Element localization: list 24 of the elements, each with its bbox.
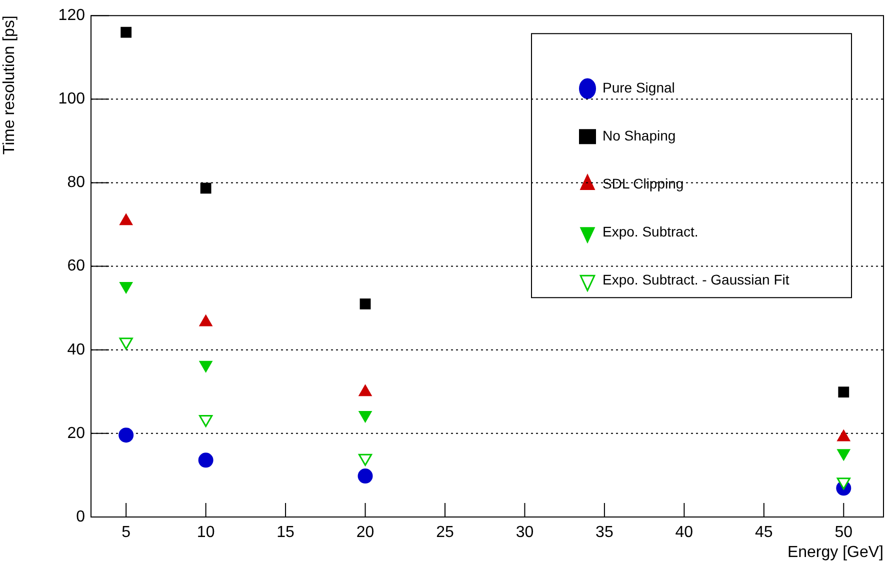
legend-label: No Shaping — [602, 127, 676, 144]
x-tick-label: 45 — [755, 524, 773, 542]
x-tick-label: 15 — [276, 524, 295, 542]
x-tick-label: 35 — [596, 524, 614, 542]
x-tick-label: 50 — [834, 524, 853, 542]
y-tick-label: 60 — [67, 258, 86, 275]
legend-label: Expo. Subtract. - Gaussian Fit — [602, 271, 790, 288]
x-tick-label: 20 — [356, 524, 374, 542]
x-tick-label: 30 — [516, 524, 534, 542]
y-tick-label: 40 — [67, 341, 86, 358]
legend-label: SDL Clipping — [602, 175, 684, 192]
x-axis-title: Energy [GeV] — [787, 544, 884, 561]
legend-label: Pure Signal — [602, 79, 675, 96]
y-tick-label: 20 — [67, 424, 86, 442]
y-tick-label: 120 — [58, 7, 86, 24]
x-tick-label: 25 — [436, 524, 454, 542]
y-tick-label: 100 — [58, 90, 86, 108]
x-tick-label: 5 — [122, 524, 131, 542]
y-tick-label: 80 — [67, 174, 86, 192]
legend-label: Expo. Subtract. — [602, 223, 698, 240]
y-tick-label: 0 — [76, 508, 86, 526]
y-axis-title: Time resolution [ps] — [1, 16, 18, 155]
x-tick-label: 10 — [196, 524, 215, 542]
x-tick-label: 40 — [675, 524, 694, 542]
